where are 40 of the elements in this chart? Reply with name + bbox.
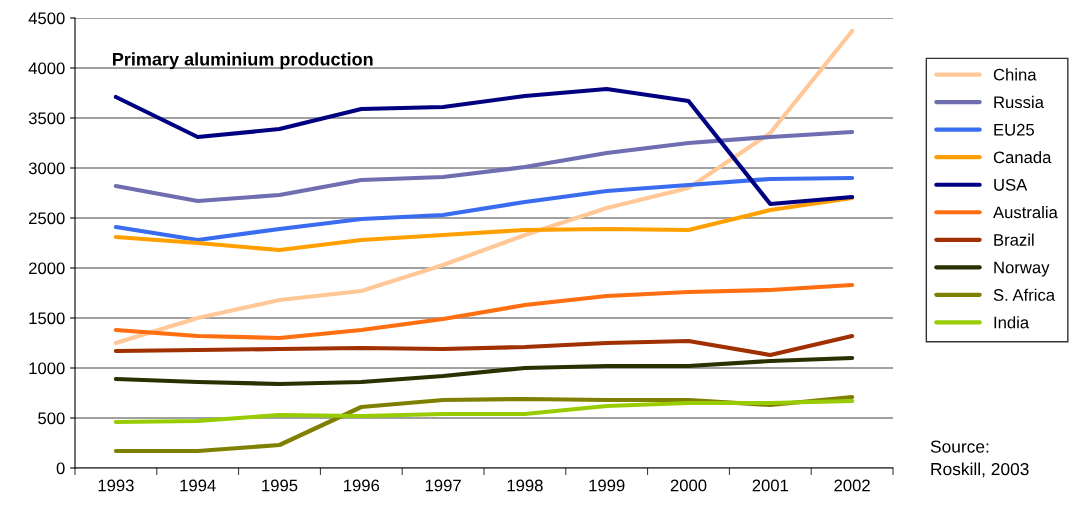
x-tick-label: 1999 xyxy=(589,479,625,492)
line-series xyxy=(113,28,855,346)
legend-label: Norway xyxy=(994,261,1050,277)
line-series xyxy=(113,175,855,243)
line-series xyxy=(113,129,855,204)
line-series xyxy=(113,282,855,341)
x-tick-label: 1994 xyxy=(180,479,216,492)
line-series xyxy=(113,355,855,387)
x-tick-label: 2001 xyxy=(752,479,789,492)
line-series xyxy=(113,86,855,207)
legend-label: S. Africa xyxy=(993,288,1056,301)
legend-label: USA xyxy=(994,178,1028,191)
x-tick-label: 1998 xyxy=(507,479,543,492)
y-tick-label: 2500 xyxy=(29,212,65,225)
source-note: Source: Roskill, 2003 xyxy=(930,440,1029,478)
legend-label: Brazil xyxy=(994,233,1034,246)
y-tick-label: 2000 xyxy=(29,262,65,275)
text: Primary aluminium production xyxy=(113,52,373,70)
y-tick-label: 1000 xyxy=(29,362,65,375)
y-tick-label: 3000 xyxy=(28,162,65,175)
y-tick-label: 500 xyxy=(38,412,65,425)
legend-label: Canada xyxy=(993,150,1052,164)
y-tick-label: 3500 xyxy=(28,112,65,125)
legend-label: EU25 xyxy=(994,123,1034,136)
x-tick-label: 2000 xyxy=(670,479,707,492)
y-tick-label: 4500 xyxy=(28,12,65,25)
y-tick-label: 1500 xyxy=(29,312,65,325)
line-series xyxy=(113,398,855,425)
line-series xyxy=(113,333,855,358)
legend-label: Australia xyxy=(993,206,1058,219)
x-tick-label: 1996 xyxy=(344,479,380,492)
x-tick-label: 1997 xyxy=(425,479,461,492)
legend-label: Russia xyxy=(994,95,1044,109)
x-tick-label: 1995 xyxy=(262,479,298,492)
x-tick-label: 1993 xyxy=(98,479,134,492)
x-tick-label: 2002 xyxy=(834,479,870,492)
legend-label: China xyxy=(993,68,1037,81)
y-tick-label: 0 xyxy=(56,462,65,475)
y-tick-label: 4000 xyxy=(28,62,65,75)
legend-label: India xyxy=(994,316,1030,329)
